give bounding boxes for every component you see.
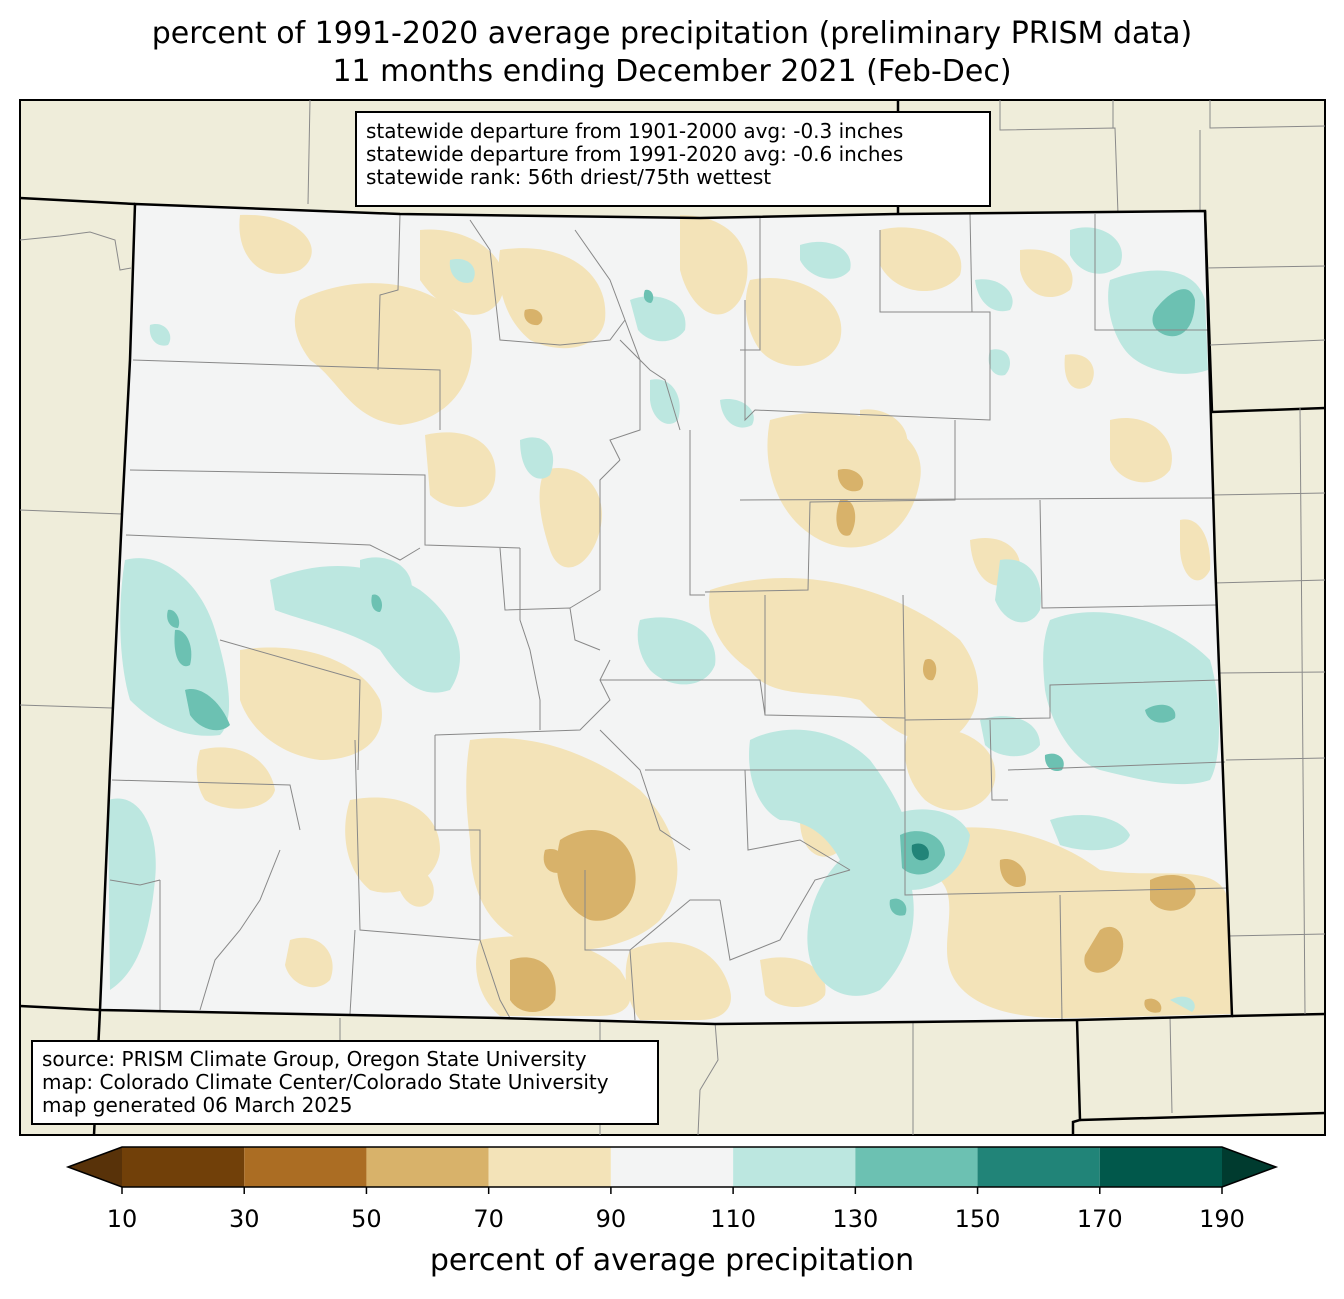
colorbar-tick-label-30: 30 [228, 1205, 260, 1233]
colorbar-tick-label-150: 150 [954, 1205, 1001, 1233]
source-line-generated: map generated 06 March 2025 [42, 1093, 353, 1117]
colorbar-bin-90-110 [610, 1147, 734, 1187]
colorbar-bin-30-50 [244, 1147, 367, 1187]
county-boundaries [109, 213, 1229, 1021]
colorbar-tick-label-70: 70 [473, 1205, 504, 1233]
statewide-stats-box: statewide departure from 1901-2000 avg: … [355, 111, 991, 207]
stats-departure-1901-2000: statewide departure from 1901-2000 avg: … [366, 119, 904, 143]
colorbar-under-arrow [68, 1147, 122, 1187]
stats-departure-1991-2020: statewide departure from 1991-2020 avg: … [366, 142, 904, 166]
colorado-state-border [98, 202, 1234, 1026]
colorbar-bin-10-30 [122, 1147, 245, 1187]
colorbar-tick-label-50: 50 [351, 1205, 382, 1233]
colorbar-bin-150-170 [977, 1147, 1100, 1187]
source-box: source: PRISM Climate Group, Oregon Stat… [31, 1040, 659, 1125]
colorbar-over-arrow [1222, 1147, 1276, 1187]
colorbar-tick-label-90: 90 [595, 1205, 627, 1233]
map-title-line-1: percent of 1991-2020 average precipitati… [151, 16, 1193, 51]
colorbar-tick-label-190: 190 [1199, 1205, 1245, 1233]
below-normal-50-70-regions [510, 308, 1196, 1013]
source-line-map: map: Colorado Climate Center/Colorado St… [42, 1070, 609, 1094]
stats-rank: statewide rank: 56th driest/75th wettest [366, 165, 772, 189]
colorbar-tick-label-110: 110 [710, 1205, 757, 1233]
below-normal-70-90-regions [196, 214, 1232, 1020]
colorbar-bin-70-90 [488, 1147, 611, 1187]
colorbar-bin-50-70 [366, 1147, 489, 1187]
colorbar-bin-170-190 [1099, 1147, 1222, 1187]
above-normal-110-130-regions [108, 227, 1219, 1012]
colorbar-tick-label-170: 170 [1076, 1205, 1123, 1233]
colorbar-bin-110-130 [733, 1147, 856, 1187]
map-title-line-2: 11 months ending December 2021 (Feb-Dec) [332, 54, 1012, 89]
source-line-prism: source: PRISM Climate Group, Oregon Stat… [42, 1047, 587, 1071]
colorbar-tick-label-130: 130 [832, 1205, 879, 1233]
colorbar-tick-label-10: 10 [106, 1205, 138, 1233]
colorbar-label: percent of average precipitation [429, 1243, 915, 1278]
neighbor-county-lines [19, 99, 1326, 1136]
colorbar [65, 1146, 1279, 1194]
colorbar-bin-130-150 [855, 1147, 978, 1187]
above-normal-150-170-regions [911, 843, 929, 861]
